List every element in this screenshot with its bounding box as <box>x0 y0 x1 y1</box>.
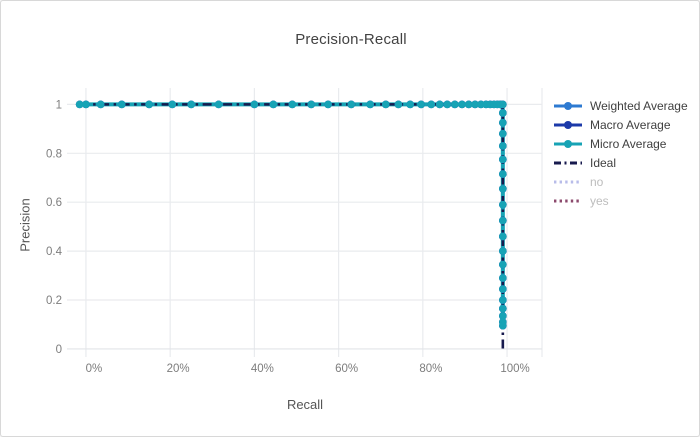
series-lines <box>77 102 505 349</box>
y-tick-label: 0.2 <box>46 295 62 307</box>
y-tick-label: 0.4 <box>46 246 63 258</box>
legend-label: no <box>590 174 604 189</box>
legend-label: Micro Average <box>590 136 667 151</box>
legend-label: Weighted Average <box>590 98 688 113</box>
series-micro-average <box>77 102 505 328</box>
series-weighted-average <box>78 103 505 327</box>
legend-item-micro-average[interactable]: Micro Average <box>553 134 688 153</box>
y-tick-label: 1 <box>56 99 62 111</box>
legend-sample-micro-average <box>554 139 582 148</box>
legend-item-weighted-average[interactable]: Weighted Average <box>553 96 688 115</box>
legend-sample-weighted-average <box>554 101 582 110</box>
x-tick-labels: 0% 20% 40% 60% 80% 100% <box>86 363 530 375</box>
y-axis-label: Precision <box>17 198 33 252</box>
legend-sample-no <box>554 180 582 183</box>
y-tick-label: 0.8 <box>46 148 62 160</box>
x-tick-label: 60% <box>335 363 358 375</box>
legend-item-yes[interactable]: yes <box>553 191 688 210</box>
x-tick-label: 100% <box>500 363 529 375</box>
series-ideal <box>79 103 505 349</box>
series-markers <box>75 100 507 330</box>
legend: Weighted Average Macro Average Micro Avera… <box>553 96 688 210</box>
y-tick-labels: 1 0.8 0.6 0.4 0.2 0 <box>46 99 63 356</box>
x-tick-label: 40% <box>251 363 274 375</box>
x-axis-label: Recall <box>286 397 324 412</box>
series-macro-average <box>78 103 505 327</box>
chart-title: Precision-Recall <box>295 31 407 48</box>
legend-label: Ideal <box>590 155 617 170</box>
legend-sample-yes <box>554 199 582 202</box>
y-tick-label: 0 <box>56 344 62 356</box>
legend-item-ideal[interactable]: Ideal <box>553 153 688 172</box>
x-tick-label: 20% <box>167 363 190 375</box>
legend-item-no[interactable]: no <box>553 172 688 191</box>
legend-item-macro-average[interactable]: Macro Average <box>553 115 688 134</box>
y-tick-label: 0.6 <box>46 197 62 209</box>
legend-label: yes <box>590 193 609 208</box>
gridlines <box>67 88 543 357</box>
legend-sample-ideal <box>554 161 582 164</box>
x-tick-label: 0% <box>86 363 103 375</box>
x-tick-label: 80% <box>419 363 442 375</box>
legend-sample-macro-average <box>554 120 582 129</box>
legend-label: Macro Average <box>590 117 671 132</box>
